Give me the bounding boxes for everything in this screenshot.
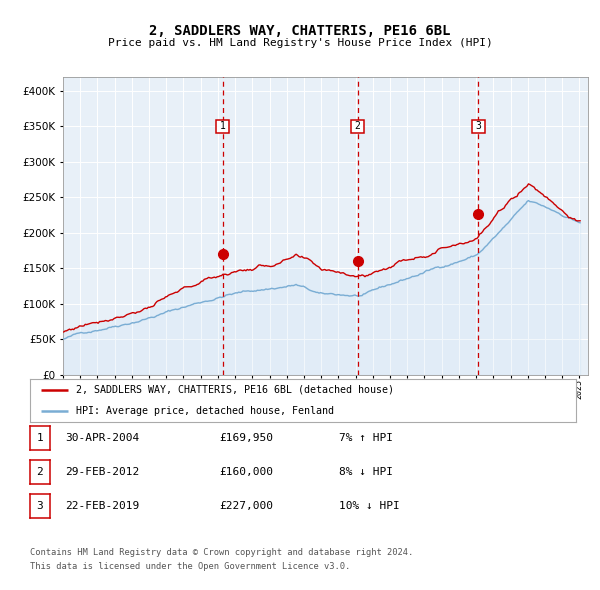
Text: 2: 2	[37, 467, 43, 477]
Text: £160,000: £160,000	[219, 467, 273, 477]
Text: 30-APR-2004: 30-APR-2004	[65, 433, 139, 442]
Text: 1: 1	[220, 122, 226, 132]
Text: HPI: Average price, detached house, Fenland: HPI: Average price, detached house, Fenl…	[76, 407, 334, 416]
Text: 22-FEB-2019: 22-FEB-2019	[65, 502, 139, 511]
Text: 1: 1	[37, 433, 43, 442]
Text: 2, SADDLERS WAY, CHATTERIS, PE16 6BL (detached house): 2, SADDLERS WAY, CHATTERIS, PE16 6BL (de…	[76, 385, 394, 395]
Text: Price paid vs. HM Land Registry's House Price Index (HPI): Price paid vs. HM Land Registry's House …	[107, 38, 493, 48]
Text: 10% ↓ HPI: 10% ↓ HPI	[339, 502, 400, 511]
Text: 29-FEB-2012: 29-FEB-2012	[65, 467, 139, 477]
Text: 2, SADDLERS WAY, CHATTERIS, PE16 6BL: 2, SADDLERS WAY, CHATTERIS, PE16 6BL	[149, 24, 451, 38]
Text: 2: 2	[355, 122, 361, 132]
Text: Contains HM Land Registry data © Crown copyright and database right 2024.: Contains HM Land Registry data © Crown c…	[30, 548, 413, 556]
Text: 8% ↓ HPI: 8% ↓ HPI	[339, 467, 393, 477]
Text: This data is licensed under the Open Government Licence v3.0.: This data is licensed under the Open Gov…	[30, 562, 350, 571]
Text: £169,950: £169,950	[219, 433, 273, 442]
FancyBboxPatch shape	[472, 120, 485, 133]
Text: £227,000: £227,000	[219, 502, 273, 511]
Text: 3: 3	[37, 502, 43, 511]
FancyBboxPatch shape	[217, 120, 229, 133]
Text: 3: 3	[475, 122, 481, 132]
FancyBboxPatch shape	[351, 120, 364, 133]
Text: 7% ↑ HPI: 7% ↑ HPI	[339, 433, 393, 442]
